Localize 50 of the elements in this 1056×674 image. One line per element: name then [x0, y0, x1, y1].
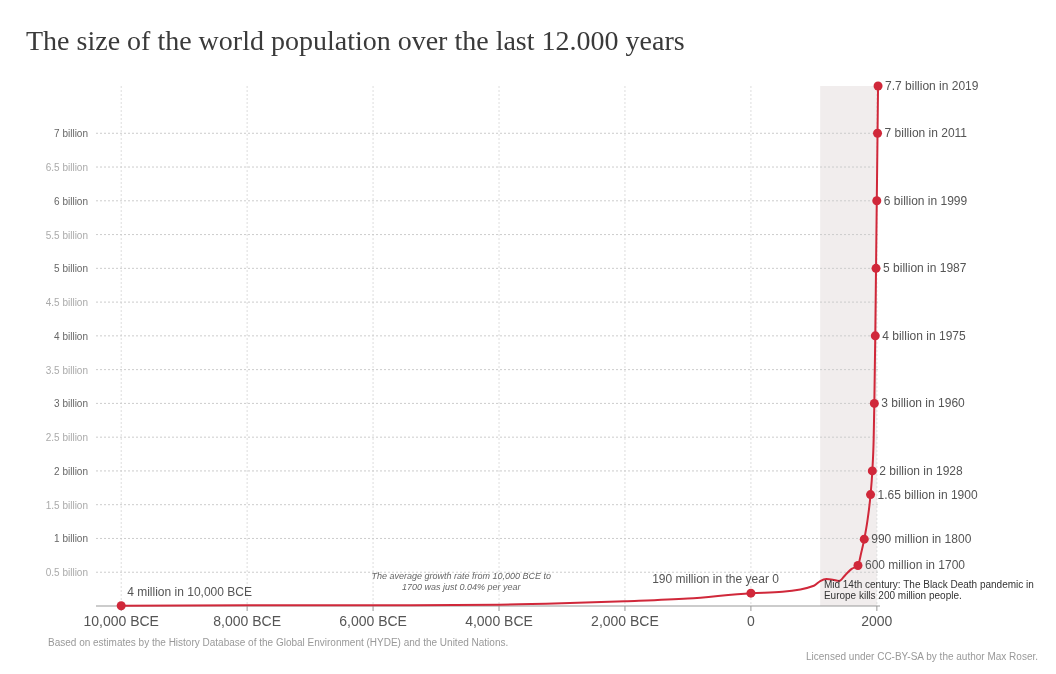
y-tick-label: 3.5 billion — [45, 364, 88, 376]
y-tick-label: 1 billion — [54, 533, 88, 545]
data-label: 990 million in 1800 — [871, 532, 972, 547]
point — [746, 588, 756, 598]
y-tick-label: 2.5 billion — [45, 432, 88, 444]
y-tick-label: 5 billion — [54, 263, 88, 275]
x-tick-label: 6,000 BCE — [339, 613, 407, 629]
point — [116, 601, 126, 611]
point — [869, 398, 879, 408]
point — [859, 534, 869, 544]
text: Licensed under CC-BY-SA by the author Max Roser. — [806, 651, 1038, 662]
x-tick-label: 0 — [747, 613, 756, 629]
data-label: 7 billion in 2011 — [884, 126, 968, 141]
data-label: 3 billion in 1960 — [881, 396, 966, 411]
point — [872, 196, 882, 206]
y-tick-label: 7 billion — [54, 128, 88, 140]
data-label: 5 billion in 1987 — [883, 261, 967, 276]
data-label: 7.7 billion in 2019 — [885, 79, 979, 93]
point — [871, 263, 881, 273]
data-label: 600 million in 1700 — [864, 558, 966, 573]
annotation: The average growth rate from 10,000 BCE to 1700 was just 0.04% per year — [371, 571, 552, 593]
x-tick-label: 8,000 BCE — [213, 613, 281, 629]
chart-title: The size of the world population over the last 12.000 years — [26, 25, 685, 56]
data-label: 2 billion in 1928 — [879, 463, 964, 478]
data-label: 4 million in 10,000 BCE — [127, 584, 252, 599]
y-tick-label: 5.5 billion — [45, 229, 88, 241]
y-tick-label: 0.5 billion — [45, 567, 88, 579]
annotation: Mid 14th century: The Black Death pandemic in Europe kills 200 million people. — [823, 578, 1034, 601]
y-tick-label: 6.5 billion — [45, 162, 88, 174]
point — [873, 81, 883, 91]
x-tick-label: 4,000 BCE — [465, 613, 533, 629]
y-tick-label: 4 billion — [54, 330, 88, 342]
point — [867, 466, 877, 476]
y-tick-label: 4.5 billion — [45, 297, 88, 309]
data-label: 6 billion in 1999 — [883, 193, 968, 208]
y-tick-label: 1.5 billion — [45, 499, 88, 511]
point — [870, 331, 880, 341]
point — [873, 128, 883, 138]
y-tick-label: 2 billion — [54, 465, 88, 477]
x-tick-label: 2,000 BCE — [591, 613, 659, 629]
y-tick-label: 3 billion — [54, 398, 88, 410]
data-label: 190 million in the year 0 — [652, 572, 780, 587]
x-tick-label: 2000 — [861, 613, 893, 629]
data-label: 4 billion in 1975 — [882, 328, 966, 343]
data-label: 1.65 billion in 1900 — [877, 487, 978, 502]
point — [866, 490, 876, 500]
point — [853, 560, 863, 570]
text: Based on estimates by the History Database of the Global Environment (HYDE) and the United Nations. — [48, 637, 509, 648]
y-tick-label: 6 billion — [54, 195, 88, 207]
x-tick-label: 10,000 BCE — [83, 613, 159, 629]
